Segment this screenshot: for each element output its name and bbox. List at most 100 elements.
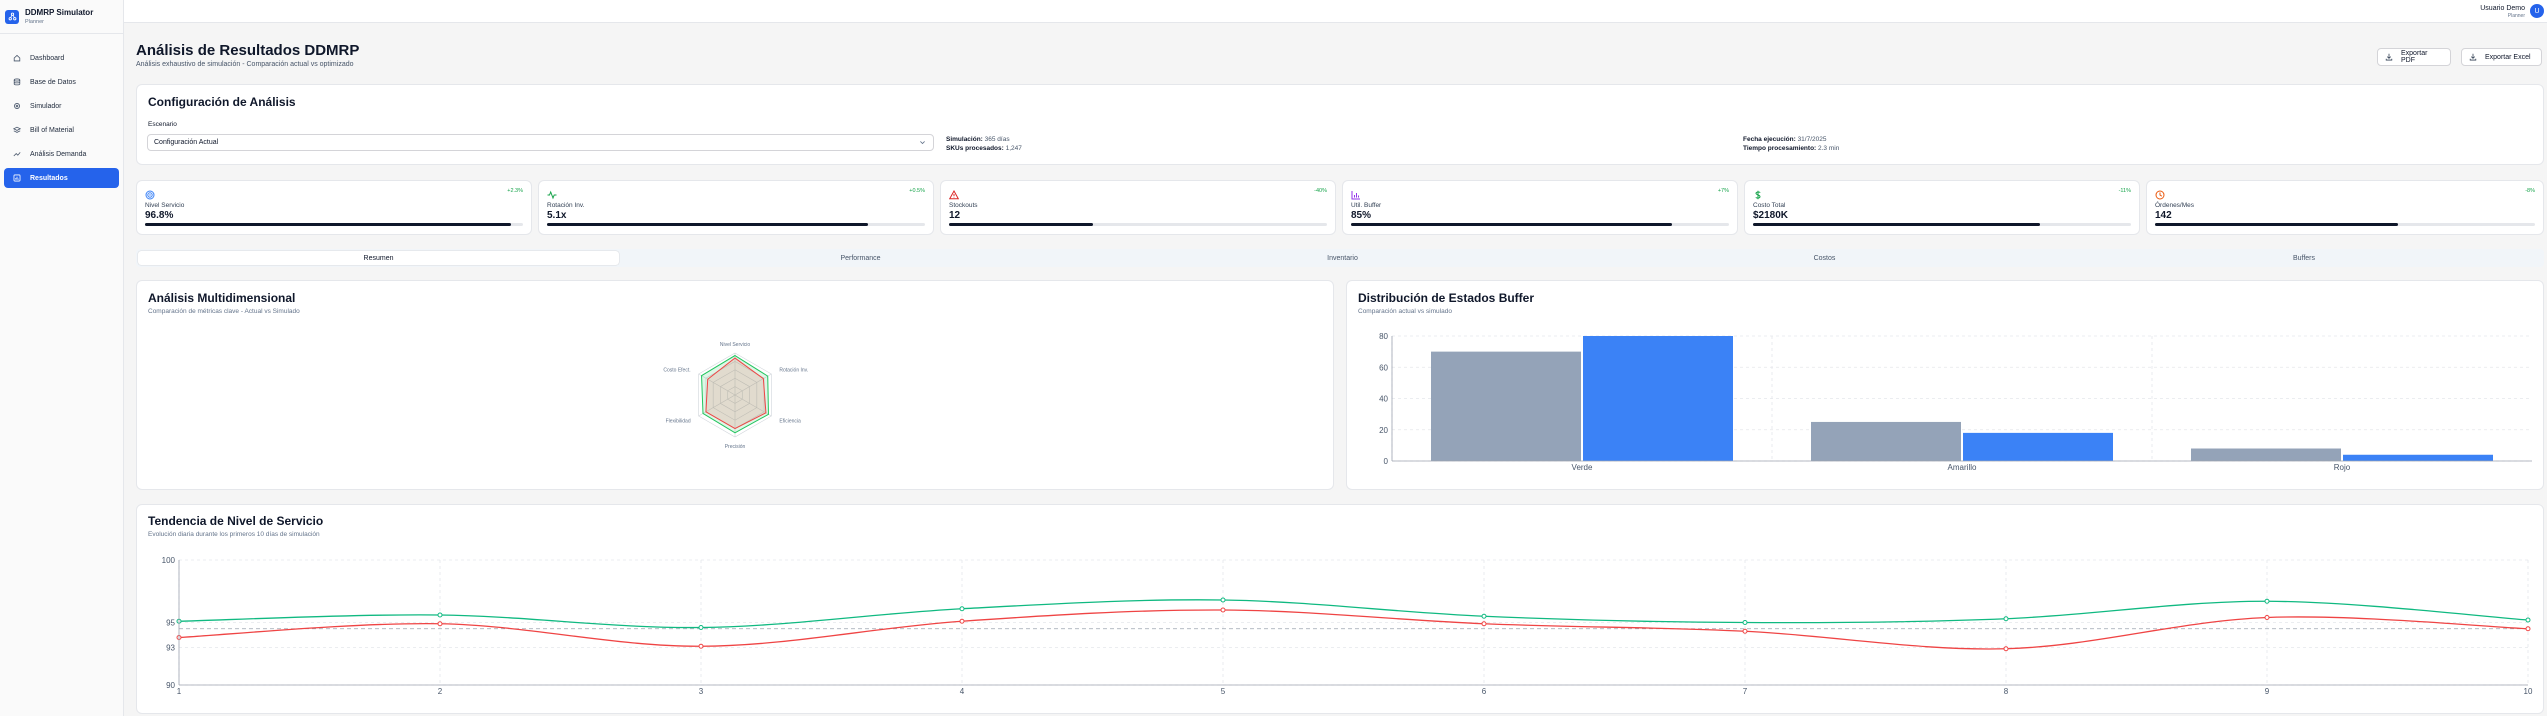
metric-value: 12 [949,210,961,221]
config-title: Configuración de Análisis [148,95,296,109]
line-y-tick: 100 [162,556,176,565]
line-x-tick: 2 [438,687,443,696]
metric-card-buffer[interactable]: +7% Util. Buffer 85% [1342,180,1738,235]
sidebar-item-dashboard[interactable]: Dashboard [4,48,119,68]
metric-change: +2.3% [507,188,523,194]
scenario-label: Escenario [148,121,177,128]
trend-icon [12,150,21,159]
metric-card-ordenes[interactable]: -8% Órdenes/Mes 142 [2146,180,2544,235]
avatar[interactable]: U [2530,4,2544,18]
metric-progress [1351,223,1729,226]
line-point-actual [2264,615,2270,620]
metric-label: Util. Buffer [1351,202,1382,209]
tab-buffers[interactable]: Buffers [2292,254,2316,262]
export-pdf-button[interactable]: Exportar PDF [2377,48,2451,66]
metric-change: +7% [1717,188,1729,194]
sidebar: DDMRP Simulator Planner Dashboard Base d… [0,0,124,716]
metric-change: -11% [2118,188,2131,194]
tab-inventario[interactable]: Inventario [1327,254,1358,262]
radar-axis-label: Costo Efect. [663,367,690,373]
metric-label: Nivel Servicio [145,202,185,209]
metric-card-nivel-servicio[interactable]: +2.3% Nivel Servicio 96.8% [136,180,532,235]
activity-icon [547,187,557,205]
brand: DDMRP Simulator Planner [0,0,123,34]
line-x-tick: 3 [699,687,704,696]
line-x-tick: 9 [2265,687,2270,696]
metric-change: -8% [2525,188,2535,194]
time-value: 2.3 min [1818,145,1840,152]
metric-progress-fill [145,223,511,226]
radar-axis-label: Precisión [725,444,746,450]
metric-card-costo[interactable]: -11% Costo Total $2180K [1744,180,2140,235]
layers-icon [12,126,21,135]
metric-value: 85% [1351,210,1372,221]
skus-label: SKUs procesados: [946,145,1004,152]
home-icon [12,54,21,63]
radar-spoke [734,373,772,396]
line-point-actual [1481,621,1487,627]
gear-icon [12,102,21,111]
line-series-simulado [178,599,2529,629]
date-label: Fecha ejecución: [1743,136,1796,143]
scenario-value: Configuración Actual [154,139,219,146]
line-x-tick: 8 [2004,687,2009,696]
sim-value: 365 días [984,136,1010,143]
sidebar-item-label: Dashboard [30,54,65,62]
line-x-tick: 4 [960,687,965,696]
metric-change: +0.5% [909,188,925,194]
user-info[interactable]: Usuario Demo Planner [2480,4,2525,20]
sidebar-item-bill-of-material[interactable]: Bill of Material [4,120,119,140]
top-bar: Usuario Demo Planner U [124,0,2547,23]
metric-progress-fill [547,223,869,226]
date-value: 31/7/2025 [1797,136,1827,143]
bar-chart-title: Distribución de Estados Buffer [1358,291,1535,305]
radar-spoke [698,394,736,417]
bar-y-tick: 40 [1379,395,1388,404]
sidebar-item-simulador[interactable]: Simulador [4,96,119,116]
sidebar-item-resultados[interactable]: Resultados [4,168,119,188]
line-point-actual [959,618,965,624]
bar-amarillo-actual [1811,421,1961,461]
bar-chart-subtitle: Comparación actual vs simulado [1358,308,1452,315]
dollar-icon [1753,187,1763,205]
tab-resumen[interactable]: Resumen [138,251,619,265]
radar-spoke [698,373,736,396]
line-series-actual [178,609,2529,650]
sidebar-nav: Dashboard Base de Datos Simulador Bill o… [0,34,123,188]
line-point-actual [2525,626,2531,632]
metric-label: Costo Total [1753,202,1786,209]
line-point-simulado [1481,613,1487,619]
tab-costos[interactable]: Costos [1813,254,1836,262]
metric-label: Órdenes/Mes [2155,202,2195,209]
radar-spoke [734,394,772,417]
bar-amarillo-simulado [1963,432,2113,461]
line-chart-subtitle: Evolución diaria durante los primeros 10… [148,531,320,538]
metric-value: 142 [2155,210,2172,221]
metric-card-rotacion[interactable]: +0.5% Rotación Inv. 5.1x [538,180,934,235]
chevron-down-icon [919,139,926,148]
bar-x-tick: Rojo [2334,463,2351,472]
line-point-actual [698,643,704,649]
target-icon [145,187,155,205]
line-point-simulado [959,606,965,612]
line-point-simulado [2264,598,2270,604]
line-x-tick: 6 [1482,687,1487,696]
metric-card-stockouts[interactable]: -40% Stockouts 12 [940,180,1336,235]
sidebar-item-analisis-demanda[interactable]: Análisis Demanda [4,144,119,164]
export-excel-button[interactable]: Exportar Excel [2461,48,2542,66]
bar-y-tick: 20 [1379,426,1388,435]
line-x-tick: 10 [2524,687,2533,696]
line-y-tick: 90 [166,681,175,690]
page-title: Análisis de Resultados DDMRP [136,42,360,59]
sidebar-item-base-de-datos[interactable]: Base de Datos [4,72,119,92]
user-role: Planner [2507,13,2525,19]
sidebar-item-label: Bill of Material [30,126,74,134]
metric-label: Rotación Inv. [547,202,585,209]
export-excel-label: Exportar Excel [2485,53,2531,61]
time-label: Tiempo procesamiento: [1743,145,1817,152]
line-y-tick: 95 [166,619,175,628]
scenario-select[interactable]: Configuración Actual [147,134,934,151]
tab-performance[interactable]: Performance [840,254,881,262]
user-name: Usuario Demo [2480,5,2525,12]
bar-verde-actual [1431,351,1581,461]
